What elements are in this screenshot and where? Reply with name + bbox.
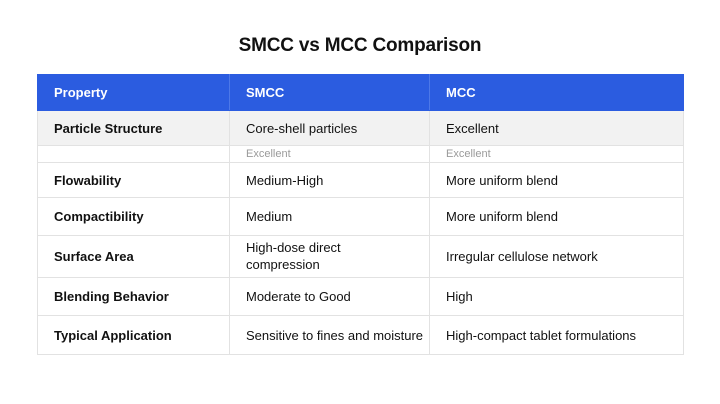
mcc-cell: High [429, 277, 684, 316]
smcc-cell: Core-shell particles [229, 110, 430, 146]
mcc-cell: Excellent [429, 110, 684, 146]
header-smcc: SMCC [229, 74, 430, 111]
table-row-blending-behavior: Blending Behavior Moderate to Good High [37, 277, 684, 316]
table-row-flowability: Flowability Medium-High More uniform ble… [37, 162, 684, 198]
page-title: SMCC vs MCC Comparison [238, 35, 482, 56]
property-cell: Typical Application [37, 315, 230, 355]
mcc-cell: Irregular cellulose network [429, 235, 684, 278]
mcc-cell: More uniform blend [429, 162, 684, 198]
smcc-cell: Sensitive to fines and moisture [229, 315, 430, 355]
property-cell: Blending Behavior [37, 277, 230, 316]
table-row-compactibility: Compactibility Medium More uniform blend [37, 197, 684, 236]
property-cell [37, 145, 230, 163]
mcc-cell: High-compact tablet formulations [429, 315, 684, 355]
header-row: Property SMCC MCC [37, 74, 684, 111]
smcc-cell: Medium-High [229, 162, 430, 198]
property-cell: Surface Area [37, 235, 230, 278]
smcc-cell: High-dose direct compression [229, 235, 430, 278]
table-row-typical-application: Typical Application Sensitive to fines a… [37, 315, 684, 355]
header-property: Property [37, 74, 230, 111]
property-cell: Compactibility [37, 197, 230, 236]
smcc-cell: Excellent [229, 145, 430, 163]
comparison-table: Property SMCC MCC Particle Structure Cor… [37, 74, 684, 355]
smcc-cell: Medium [229, 197, 430, 236]
table-row-particle-structure-sub: Excellent Excellent [37, 145, 684, 163]
smcc-cell-text: High-dose direct compression [246, 240, 341, 272]
mcc-cell: More uniform blend [429, 197, 684, 236]
smcc-cell: Moderate to Good [229, 277, 430, 316]
table-row-particle-structure: Particle Structure Core-shell particles … [37, 110, 684, 146]
table-body: Particle Structure Core-shell particles … [37, 110, 684, 355]
table-header: Property SMCC MCC [37, 74, 684, 111]
property-cell: Particle Structure [37, 110, 230, 146]
header-mcc: MCC [429, 74, 684, 111]
mcc-cell: Excellent [429, 145, 684, 163]
table-row-surface-area: Surface Area High-dose direct compressio… [37, 235, 684, 278]
property-cell: Flowability [37, 162, 230, 198]
